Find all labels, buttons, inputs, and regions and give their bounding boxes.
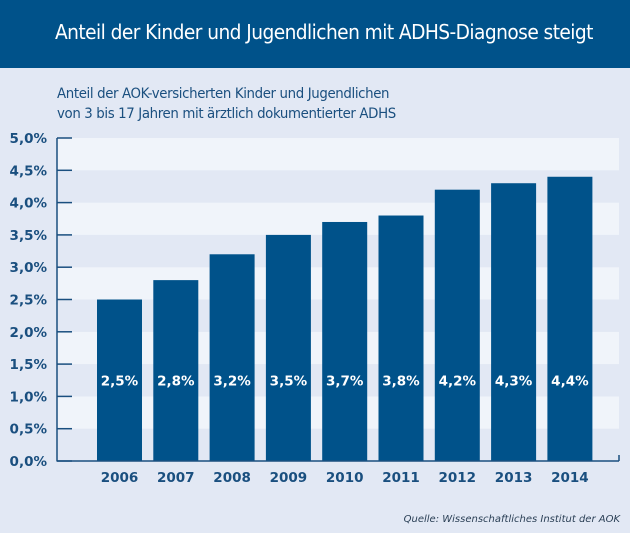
x-tick-label-2007: 2007 [157, 470, 195, 486]
bar-2012 [434, 189, 480, 461]
value-label-2006: 2,5% [101, 373, 139, 389]
subtitle-line-2: von 3 bis 17 Jahren mit ärztlich dokumen… [57, 106, 396, 122]
bar-2006 [97, 299, 142, 461]
y-tick-label: 1,5% [10, 357, 48, 373]
x-tick-label-2008: 2008 [213, 470, 251, 486]
value-labels: 2,5% 2,8% 3,2% 3,5% 3,7% 3,8% 4,2% 4,3% 4,4% [101, 373, 589, 389]
x-tick-label-2012: 2012 [439, 470, 477, 486]
bars [97, 176, 593, 461]
x-tick-label-2011: 2011 [382, 470, 420, 486]
x-tick-label-2009: 2009 [270, 470, 308, 486]
chart-title: Anteil der Kinder und Jugendlichen mit A… [55, 20, 593, 44]
y-tick-label: 4,0% [10, 196, 48, 212]
y-tick-label: 0,5% [10, 422, 48, 438]
source-note: Quelle: Wissenschaftliches Institut der … [403, 514, 620, 525]
bar-2007 [153, 280, 199, 461]
bar-2009 [265, 234, 311, 461]
y-tick-label: 3,5% [10, 228, 48, 244]
value-label-2014: 4,4% [551, 373, 589, 389]
bar-2013 [491, 183, 537, 461]
x-tick-label-2010: 2010 [326, 470, 364, 486]
background-band [57, 138, 619, 171]
value-label-2007: 2,8% [157, 373, 195, 389]
bar-2014 [547, 176, 593, 461]
value-label-2013: 4,3% [495, 373, 533, 389]
y-tick-labels: 0,0% 0,5% 1,0% 1,5% 2,0% 2,5% 3,0% 3,5% 4,0% 4,5%… [10, 131, 48, 470]
x-tick-label-2013: 2013 [495, 470, 533, 486]
y-tick-label: 4,5% [10, 163, 48, 179]
bar-2010 [322, 221, 368, 461]
y-axis [56, 137, 620, 462]
y-tick-label: 1,0% [10, 389, 48, 405]
value-label-2012: 4,2% [439, 373, 477, 389]
value-label-2011: 3,8% [382, 373, 420, 389]
value-label-2009: 3,5% [270, 373, 308, 389]
bar-2008 [209, 254, 255, 461]
header-banner: Anteil der Kinder und Jugendlichen mit A… [0, 0, 630, 68]
y-tick-label: 3,0% [10, 260, 48, 276]
y-tick-label: 2,0% [10, 325, 48, 341]
x-tick-labels: 2006 2007 2008 2009 2010 2011 2012 2013 2014 [101, 470, 589, 486]
x-tick-label-2014: 2014 [551, 470, 589, 486]
value-label-2008: 3,2% [213, 373, 251, 389]
subtitle-line-1: Anteil der AOK-versicherten Kinder und J… [57, 86, 390, 102]
y-tick-label: 0,0% [10, 454, 48, 470]
x-tick-label-2006: 2006 [101, 470, 139, 486]
value-label-2010: 3,7% [326, 373, 364, 389]
chart-subtitle: Anteil der AOK-versicherten Kinder und J… [57, 84, 396, 124]
y-tick-label: 5,0% [10, 131, 48, 147]
bar-2011 [378, 215, 424, 461]
y-tick-label: 2,5% [10, 293, 48, 309]
